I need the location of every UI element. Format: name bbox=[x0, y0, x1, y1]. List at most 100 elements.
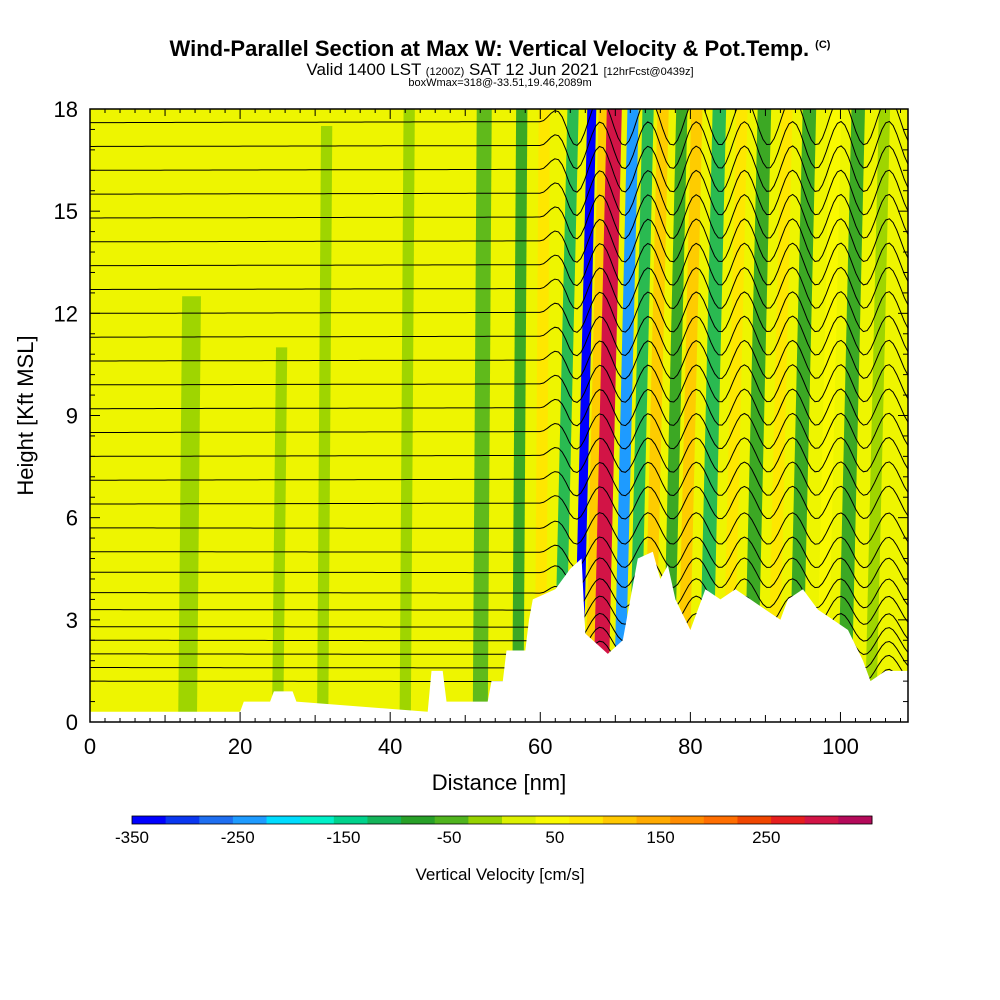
velocity-band bbox=[767, 109, 793, 722]
colorbar-swatch bbox=[232, 816, 268, 824]
chart-title: Wind-Parallel Section at Max W: Vertical… bbox=[0, 36, 1000, 62]
y-axis-label: Height [Kft MSL] bbox=[13, 335, 38, 495]
copyright-mark: (C) bbox=[815, 38, 831, 51]
x-tick-label: 0 bbox=[84, 734, 96, 759]
colorbar-swatch bbox=[468, 816, 503, 824]
colorbar-swatch bbox=[367, 816, 402, 824]
velocity-band bbox=[788, 109, 817, 722]
theta-contour bbox=[90, 291, 908, 333]
y-tick-label: 0 bbox=[66, 710, 78, 735]
velocity-band bbox=[864, 109, 891, 722]
velocity-band bbox=[837, 109, 865, 722]
colorbar-swatch bbox=[569, 816, 604, 824]
colorbar-swatch bbox=[266, 816, 301, 824]
velocity-band bbox=[722, 109, 748, 722]
colorbar-tick-label: 250 bbox=[752, 828, 780, 847]
y-tick-label: 12 bbox=[54, 301, 78, 326]
theta-contour bbox=[90, 109, 908, 146]
colorbar-tick-label: 150 bbox=[646, 828, 674, 847]
x-tick-label: 100 bbox=[822, 734, 859, 759]
theta-contour bbox=[90, 461, 908, 497]
colorbar-swatch bbox=[602, 816, 638, 824]
x-tick-label: 80 bbox=[678, 734, 702, 759]
velocity-band bbox=[592, 109, 622, 722]
velocity-band bbox=[178, 296, 201, 722]
theta-contour bbox=[90, 169, 908, 217]
colorbar-tick-label: -50 bbox=[437, 828, 462, 847]
velocity-band bbox=[816, 109, 842, 722]
x-axis-label: Distance [nm] bbox=[432, 770, 567, 795]
velocity-band bbox=[628, 109, 654, 722]
field bbox=[90, 109, 908, 722]
theta-contour bbox=[90, 412, 908, 450]
colorbar-swatch bbox=[300, 816, 335, 824]
colorbar-swatch bbox=[132, 816, 167, 824]
colorbar-tick-label: -350 bbox=[115, 828, 149, 847]
theta-contour bbox=[90, 437, 908, 474]
velocity-band bbox=[512, 109, 528, 722]
colorbar-swatch bbox=[636, 816, 671, 824]
colorbar-swatch bbox=[165, 816, 200, 824]
theta-contour bbox=[90, 388, 908, 427]
valid-date: SAT 12 Jun 2021 bbox=[464, 60, 604, 79]
theta-contour bbox=[90, 315, 908, 357]
colorbar-swatch bbox=[804, 816, 839, 824]
velocity-band bbox=[399, 109, 415, 722]
y-tick-label: 9 bbox=[66, 404, 78, 429]
theta-contour bbox=[90, 193, 908, 240]
theta-contour bbox=[90, 557, 908, 589]
colorbar-swatch bbox=[771, 816, 806, 824]
forecast-info: [12hrFcst@0439z] bbox=[603, 66, 694, 78]
colorbar-swatch bbox=[401, 816, 436, 824]
theta-contour bbox=[90, 339, 908, 380]
colorbar-swatch bbox=[670, 816, 705, 824]
colorbar-swatch bbox=[199, 816, 234, 824]
theta-contour bbox=[90, 536, 908, 569]
theta-contour bbox=[90, 218, 908, 263]
y-tick-label: 18 bbox=[54, 97, 78, 122]
colorbar-swatch bbox=[703, 816, 738, 824]
valid-time-line: Valid 1400 LST (1200Z) SAT 12 Jun 2021 [… bbox=[0, 60, 1000, 80]
x-tick-label: 40 bbox=[378, 734, 402, 759]
x-tick-label: 20 bbox=[228, 734, 252, 759]
theta-contour bbox=[90, 512, 908, 545]
velocity-band bbox=[553, 109, 579, 722]
x-tick-label: 60 bbox=[528, 734, 552, 759]
velocity-band bbox=[613, 109, 639, 722]
valid-time: Valid 1400 LST bbox=[306, 60, 426, 79]
colorbar: -350 -250 -150 -50 50 150 250 Vertical Velocity… bbox=[115, 815, 873, 884]
colorbar-swatch bbox=[502, 816, 537, 824]
theta-contour bbox=[90, 578, 908, 609]
y-tick-label: 3 bbox=[66, 608, 78, 633]
y-tick-label: 15 bbox=[54, 199, 78, 224]
velocity-band bbox=[271, 347, 288, 722]
colorbar-tick-label: -150 bbox=[326, 828, 360, 847]
theta-contour bbox=[90, 485, 908, 520]
colorbar-swatch bbox=[535, 816, 570, 824]
terrain bbox=[90, 551, 908, 722]
valid-zulu: (1200Z) bbox=[425, 66, 465, 78]
colorbar-swatch bbox=[333, 816, 368, 824]
plot-area bbox=[90, 109, 908, 722]
box-wmax-info: boxWmax=318@-33.51,19.46,2089m bbox=[408, 77, 592, 89]
velocity-band bbox=[317, 126, 333, 722]
axes: 0 20 40 60 80 100 0 3 6 9 12 15 18 Distance [nm] Heigh… bbox=[13, 97, 909, 795]
colorbar-swatch bbox=[737, 816, 772, 824]
theta-contour bbox=[90, 266, 908, 310]
colorbar-tick-label: 50 bbox=[545, 828, 564, 847]
velocity-band bbox=[743, 109, 772, 722]
velocity-band bbox=[677, 109, 703, 722]
colorbar-label: Vertical Velocity [cm/s] bbox=[415, 865, 584, 884]
theta-contour bbox=[90, 120, 908, 170]
title-text: Wind-Parallel Section at Max W: Vertical… bbox=[169, 36, 810, 61]
theta-contour bbox=[90, 145, 908, 193]
theta-contour bbox=[90, 364, 908, 403]
velocity-band bbox=[472, 109, 492, 722]
colorbar-frame bbox=[131, 815, 873, 825]
colorbar-swatch bbox=[838, 816, 873, 824]
y-tick-label: 6 bbox=[66, 506, 78, 531]
theta-contour bbox=[90, 242, 908, 287]
colorbar-tick-label: -250 bbox=[221, 828, 255, 847]
colorbar-swatch bbox=[434, 816, 469, 824]
